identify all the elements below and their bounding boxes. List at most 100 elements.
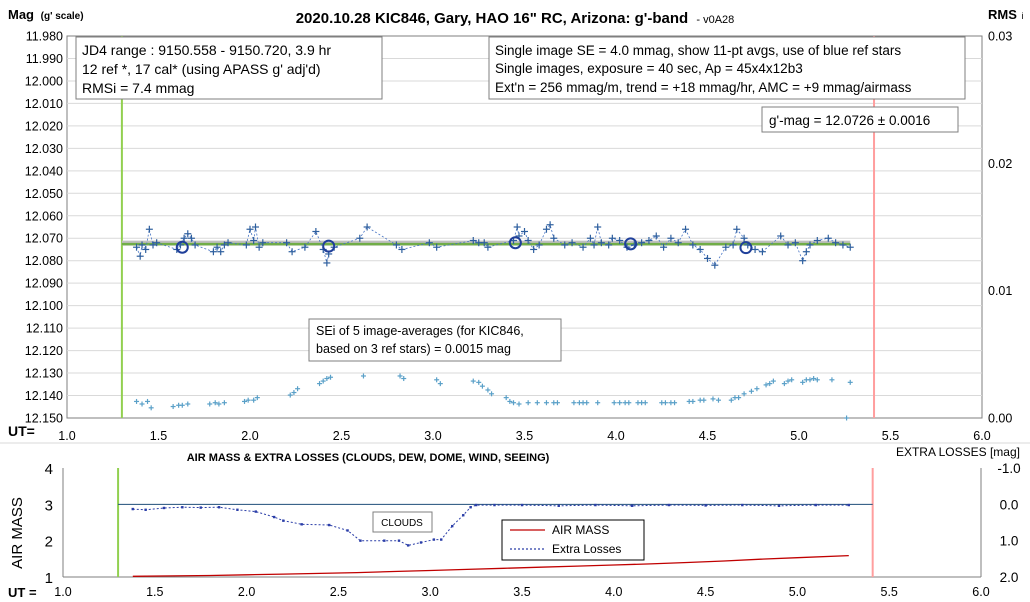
time-tick-label: 6.0 xyxy=(973,429,990,443)
rms-point xyxy=(829,377,835,383)
magnitude-point xyxy=(561,241,569,249)
extra-losses-point xyxy=(282,519,285,522)
extra-losses-axis-label: EXTRA LOSSES [mag] xyxy=(896,445,1020,459)
clouds-label-frame xyxy=(372,511,433,533)
magnitude-point xyxy=(535,241,543,249)
magnitude-point xyxy=(616,236,624,244)
time-tick-labels-bottom: 1.0 1.5 2.0 2.5 3.0 3.5 4.0 4.5 5.0 5.5 6.0 xyxy=(54,585,989,599)
rms-point xyxy=(295,386,301,392)
top-x-axis-label: UT= xyxy=(8,423,35,439)
magnitude-point xyxy=(605,241,613,249)
rms-point xyxy=(185,401,191,407)
rms-point xyxy=(525,400,531,406)
rms-point xyxy=(245,397,251,403)
time-tick-label: 1.5 xyxy=(146,585,163,599)
magnitude-point xyxy=(802,248,810,256)
average-point xyxy=(508,236,522,250)
rms-point xyxy=(485,387,491,393)
airmass-legend: AIR MASS Extra Losses xyxy=(501,519,645,561)
rms-point xyxy=(360,373,366,379)
magnitude-point xyxy=(251,223,259,231)
clouds-label-box: CLOUDS xyxy=(372,511,433,533)
rms-tick-label: 0.02 xyxy=(988,157,1012,171)
extra-losses-points xyxy=(131,503,851,547)
magnitude-point xyxy=(363,223,371,231)
info-box-jd-line-2: 12 ref *, 17 cal* (using APASS g' adj'd) xyxy=(82,61,321,77)
magnitude-point xyxy=(546,221,554,229)
magnitude-point xyxy=(259,239,267,247)
magnitude-point xyxy=(711,261,719,269)
magnitude-point xyxy=(184,230,192,238)
extra-losses-point xyxy=(199,506,202,509)
magnitude-point xyxy=(638,239,646,247)
extra-losses-tick-label: -1.0 xyxy=(997,461,1020,476)
magnitude-point xyxy=(283,239,291,247)
magnitude-tick-label: 12.070 xyxy=(25,232,63,246)
extra-losses-point xyxy=(181,506,184,509)
magnitude-chart-title: 2020.10.28 KIC846, Gary, HAO 16" RC, Ari… xyxy=(296,10,735,27)
extra-losses-point xyxy=(777,504,781,507)
magnitude-point xyxy=(142,245,150,253)
airmass-time-limits xyxy=(117,468,874,577)
magnitude-point xyxy=(255,243,263,251)
magnitude-tick-label: 12.090 xyxy=(25,277,63,291)
extra-losses-point xyxy=(406,544,410,547)
rms-point xyxy=(847,379,853,385)
extra-losses-point xyxy=(474,503,478,507)
time-tick-label: 1.0 xyxy=(54,585,71,599)
time-tick-labels-top: 1.0 1.5 2.0 2.5 3.0 3.5 4.0 4.5 5.0 5.5 6.0 xyxy=(58,429,990,443)
magnitude-point xyxy=(220,241,228,249)
info-box-exposure: Single image SE = 4.0 mmag, show 11-pt a… xyxy=(488,36,966,100)
rms-point xyxy=(179,402,185,408)
magnitude-point xyxy=(224,239,232,247)
magnitude-point xyxy=(246,225,254,233)
magnitude-point xyxy=(153,239,161,247)
average-point xyxy=(624,237,638,251)
rms-point xyxy=(328,374,334,380)
rms-point xyxy=(690,398,696,404)
magnitude-point xyxy=(187,234,195,242)
extra-losses-point xyxy=(741,503,744,507)
rms-axis-label: RMS i xyxy=(988,7,1024,22)
magnitude-point xyxy=(813,236,821,244)
extra-losses-point xyxy=(254,510,257,513)
rms-point xyxy=(715,397,721,403)
magnitude-point xyxy=(250,236,258,244)
rms-point xyxy=(807,377,813,383)
time-tick-label: 3.5 xyxy=(516,429,533,443)
rms-tick-label: 0.00 xyxy=(988,412,1012,426)
rms-point xyxy=(584,400,590,406)
magnitude-point xyxy=(209,248,217,256)
magnitude-tick-label: 12.140 xyxy=(25,389,63,403)
rms-point xyxy=(595,400,601,406)
average-point xyxy=(322,239,336,253)
magnitude-point xyxy=(824,234,832,242)
extra-losses-point xyxy=(359,539,362,542)
magnitude-point xyxy=(133,243,141,251)
average-point xyxy=(739,241,753,255)
magnitude-point xyxy=(689,241,697,249)
magnitude-tick-label: 12.030 xyxy=(25,142,63,156)
extra-losses-point xyxy=(217,506,221,509)
extra-losses-tick-label: 2.0 xyxy=(1000,570,1019,585)
extra-losses-tick-label: 0.0 xyxy=(1000,497,1019,512)
extra-losses-point xyxy=(236,508,239,511)
rms-point xyxy=(534,400,540,406)
info-box-exposure-frame xyxy=(488,36,966,100)
time-tick-label: 5.5 xyxy=(882,429,899,443)
info-box-exposure-line-3: Ext'n = 256 mmag/m, trend = +18 mmag/hr,… xyxy=(495,80,912,95)
rms-point xyxy=(170,404,176,410)
magnitude-point xyxy=(149,241,157,249)
rms-point xyxy=(554,400,560,406)
time-tick-label: 1.5 xyxy=(150,429,167,443)
time-tick-label: 5.0 xyxy=(790,429,807,443)
extra-losses-point xyxy=(440,538,443,541)
time-tick-label: 2.0 xyxy=(241,429,258,443)
rms-point xyxy=(291,390,297,396)
magnitude-point xyxy=(751,245,759,253)
rms-point xyxy=(626,400,632,406)
magnitude-point xyxy=(288,248,296,256)
rms-point xyxy=(507,398,513,404)
info-box-gmag-frame xyxy=(761,106,959,133)
rms-series xyxy=(134,373,853,421)
